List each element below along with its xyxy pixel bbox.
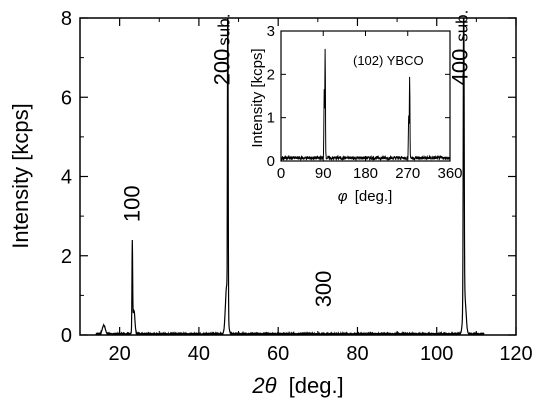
inset-x-tick-label: 0 <box>277 165 285 182</box>
main-peak-annotation: 100 <box>119 185 144 222</box>
inset-axes-ticks: 0 90 180 270 360 0 1 2 3 <box>267 23 463 182</box>
inset-x-tick-label: 180 <box>353 165 378 182</box>
main-x-axis-unit: [deg.] <box>289 373 344 398</box>
main-peak-annotation: sub. <box>453 10 472 42</box>
inset-y-tick-label: 3 <box>267 23 275 40</box>
inset-x-axis-unit: [deg.] <box>355 188 393 205</box>
main-x-axis-symbol: 2θ <box>251 373 276 398</box>
main-y-tick-label: 8 <box>61 8 72 30</box>
main-y-tick-label: 6 <box>61 87 72 109</box>
main-peak-annotation: sub. <box>215 14 234 46</box>
inset-series-line <box>281 48 450 162</box>
inset-y-tick-label: 1 <box>267 110 275 127</box>
main-x-tick-label: 60 <box>267 343 289 365</box>
main-peak-annotation: 300 <box>311 271 336 308</box>
main-y-tick-label: 2 <box>61 246 72 268</box>
main-x-tick-label: 80 <box>346 343 368 365</box>
inset-x-tick-label: 270 <box>395 165 420 182</box>
inset-y-tick-label: 0 <box>267 153 275 170</box>
inset-y-axis-title: Intensity [kcps] <box>249 48 266 147</box>
main-peak-annotation: 400 <box>448 49 473 86</box>
main-y-axis-title: Intensity [kcps] <box>8 103 33 249</box>
inset-x-tick-label: 360 <box>437 165 462 182</box>
main-x-tick-label: 40 <box>188 343 210 365</box>
inset-y-tick-label: 2 <box>267 66 275 83</box>
inset-title: (102) YBCO <box>353 53 424 68</box>
main-y-tick-label: 4 <box>61 167 72 189</box>
main-x-tick-label: 20 <box>109 343 131 365</box>
main-x-tick-label: 100 <box>420 343 453 365</box>
inset-x-axis-symbol: φ <box>338 188 348 205</box>
main-x-axis-title: 2θ [deg.] <box>251 373 343 398</box>
main-x-tick-label: 120 <box>499 343 532 365</box>
main-peak-annotation: 200 <box>210 49 235 86</box>
inset-plot-frame <box>280 30 451 162</box>
main-series-line <box>95 18 485 335</box>
main-y-tick-label: 0 <box>61 325 72 347</box>
inset-x-tick-label: 90 <box>315 165 332 182</box>
inset-x-axis-title: φ [deg.] <box>338 188 393 205</box>
